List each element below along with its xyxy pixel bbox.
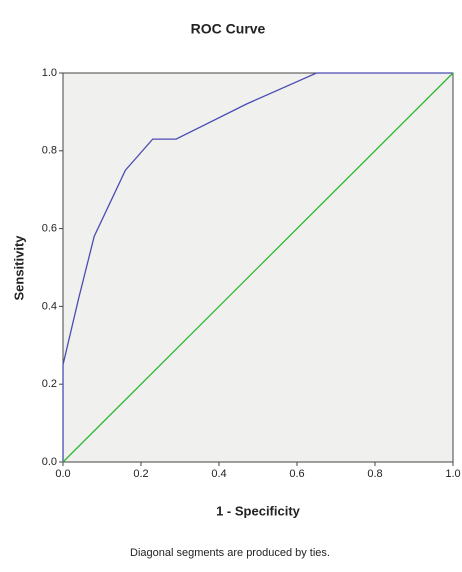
roc-line: [62, 72, 454, 463]
y-tick-label: 0.6: [42, 223, 57, 235]
x-tick-label: 1.0: [445, 468, 460, 480]
y-tick-label: 1.0: [42, 67, 57, 79]
x-tick-label: 0.6: [289, 468, 304, 480]
y-tick-label: 0.2: [42, 378, 57, 390]
footnote: Diagonal segments are produced by ties.: [130, 547, 330, 559]
chart-title: ROC Curve: [191, 21, 266, 37]
x-tick-label: 0.8: [367, 468, 382, 480]
y-axis-label: Sensitivity: [11, 235, 26, 301]
y-tick-label: 0.8: [42, 145, 57, 157]
y-tick-label: 0.4: [42, 300, 57, 312]
x-axis-label: 1 - Specificity: [216, 503, 301, 518]
roc-line: [62, 72, 453, 462]
x-tick-label: 0.4: [211, 468, 226, 480]
y-tick-label: 0.0: [42, 456, 57, 468]
x-tick-label: 0.0: [55, 468, 70, 480]
x-tick-label: 0.2: [133, 468, 148, 480]
